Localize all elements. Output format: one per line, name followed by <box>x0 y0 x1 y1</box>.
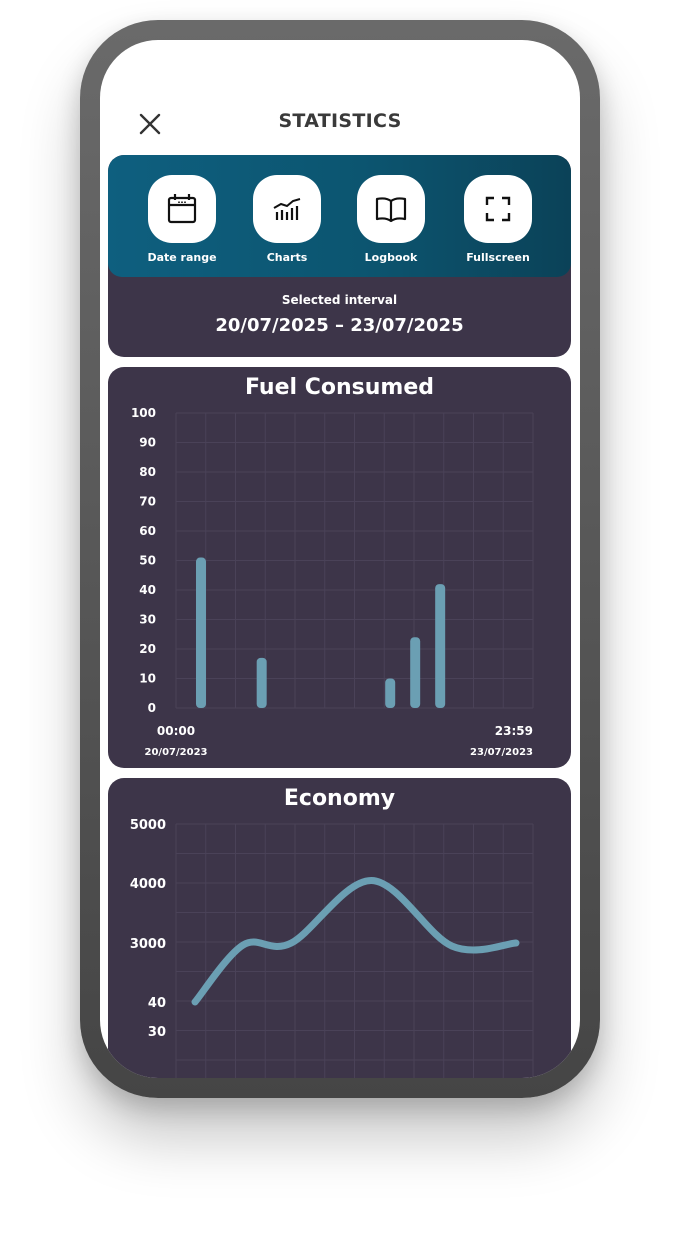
interval-label: Selected interval <box>281 293 398 307</box>
fuel-bar <box>195 557 206 708</box>
y-tick-label: 50 <box>139 554 156 568</box>
economy-line <box>191 877 520 1006</box>
fullscreen-button[interactable]: Fullscreen <box>453 175 543 264</box>
x-start-date: 20/07/2023 <box>145 747 208 758</box>
calendar-icon <box>167 194 197 224</box>
y-tick-label: 20 <box>139 642 156 656</box>
logbook-button[interactable]: Logbook <box>346 175 436 264</box>
y-tick-label: 80 <box>139 465 156 479</box>
date-range-button[interactable]: Date range <box>137 175 227 264</box>
toolbar: Date range Charts <box>108 155 571 277</box>
fullscreen-icon <box>485 196 511 222</box>
page-title: STATISTICS <box>278 110 402 132</box>
x-end-date: 23/07/2023 <box>470 747 533 758</box>
economy-chart-title: Economy <box>283 786 396 811</box>
fullscreen-label: Fullscreen <box>466 251 530 264</box>
x-start-time: 00:00 <box>157 724 195 738</box>
fuel-bar <box>385 678 396 708</box>
y-tick-label: 3000 <box>130 937 166 952</box>
fuel-bar <box>410 637 421 708</box>
chart-icon <box>273 198 301 220</box>
book-icon <box>375 197 407 223</box>
interval-card: Date range Charts <box>108 155 571 357</box>
charts-button[interactable]: Charts <box>242 175 332 264</box>
x-end-time: 23:59 <box>495 724 533 738</box>
y-tick-label: 30 <box>139 613 156 627</box>
fuel-bar <box>256 657 267 708</box>
y-tick-label: 90 <box>139 436 156 450</box>
y-tick-label: 60 <box>139 524 156 538</box>
close-button[interactable] <box>136 110 164 138</box>
y-tick-label: 0 <box>148 701 156 715</box>
y-tick-label: 70 <box>139 495 156 509</box>
fuel-chart-title: Fuel Consumed <box>245 375 434 400</box>
logbook-label: Logbook <box>364 251 418 264</box>
date-range-label: Date range <box>147 251 217 264</box>
charts-label: Charts <box>266 251 308 264</box>
y-tick-label: 10 <box>139 672 156 686</box>
screen: STATISTICS Date range <box>100 40 580 1078</box>
economy-chart-card: Economy 5000 4000 3000 40 30 <box>108 778 571 1078</box>
y-tick-label: 100 <box>131 406 156 420</box>
interval-value: 20/07/2025 – 23/07/2025 <box>215 315 464 336</box>
fuel-chart-card: Fuel Consumed 0 10 20 30 40 50 60 70 80 90 100 00:0… <box>108 367 571 768</box>
y-tick-label: 30 <box>148 1025 166 1040</box>
y-tick-label: 5000 <box>130 818 166 833</box>
fuel-chart: 0 10 20 30 40 50 60 70 80 90 100 00:00 20/07/2023 23:… <box>131 406 534 758</box>
y-tick-label: 40 <box>148 996 166 1011</box>
fuel-bar <box>435 584 446 708</box>
y-tick-label: 40 <box>139 583 156 597</box>
y-tick-label: 4000 <box>130 877 166 892</box>
economy-chart: 5000 4000 3000 40 30 <box>130 818 534 1078</box>
close-icon <box>139 113 161 135</box>
